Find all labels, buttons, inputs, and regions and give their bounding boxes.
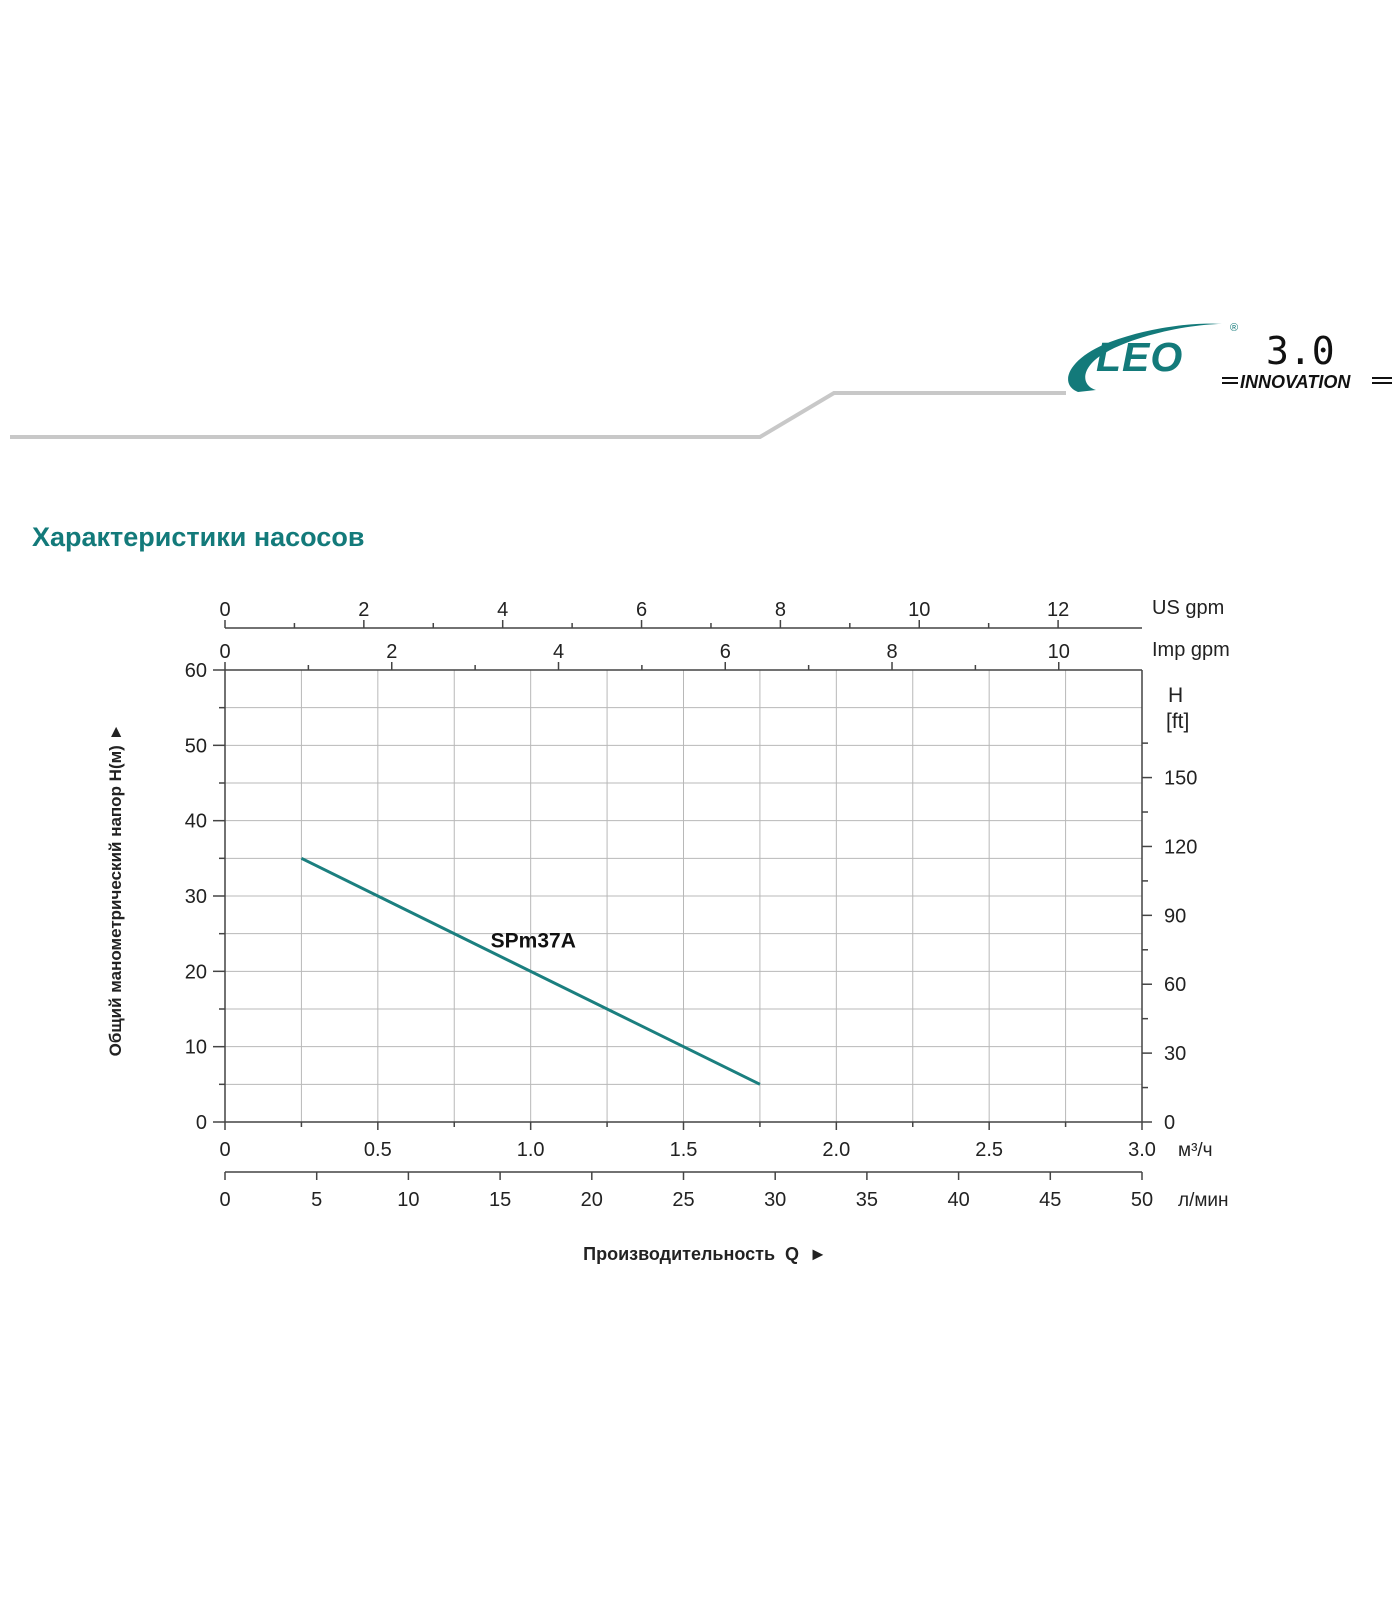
us-gpm-tick-label: 0	[219, 599, 230, 621]
imp-gpm-tick-label: 0	[219, 641, 230, 663]
ft-tick-label: 150	[1164, 768, 1197, 790]
imp-gpm-axis-title: Imp gpm	[1152, 639, 1230, 661]
ft-axis-title-h: H	[1168, 684, 1183, 707]
header-divider-line	[10, 391, 1066, 439]
grid-layer	[225, 670, 1142, 1122]
imp-gpm-tick-label: 10	[1048, 641, 1070, 663]
ft-tick-label: 60	[1164, 974, 1186, 996]
imp-gpm-tick-label: 4	[553, 641, 564, 663]
lpm-tick-label: 35	[856, 1189, 878, 1211]
lpm-tick-label: 20	[581, 1189, 603, 1211]
tagline-text: INNOVATION	[1240, 372, 1351, 392]
lpm-unit-label: л/мин	[1178, 1190, 1229, 1211]
y-tick-label: 20	[185, 961, 207, 983]
y-tick-label: 60	[185, 660, 207, 682]
lpm-tick-label: 25	[672, 1189, 694, 1211]
x-tick-label: 1.5	[670, 1139, 698, 1161]
x-tick-label: 1.0	[517, 1139, 545, 1161]
version-text: 3.0	[1266, 329, 1335, 373]
page-title: Характеристики насосов	[32, 522, 365, 552]
page-header: LEO ® 3.0 INNOVATION	[10, 322, 1392, 439]
y-tick-label: 30	[185, 886, 207, 908]
series-label: SPm37A	[491, 929, 576, 952]
ft-tick-label: 90	[1164, 905, 1186, 927]
lpm-tick-label: 0	[219, 1189, 230, 1211]
lpm-tick-label: 30	[764, 1189, 786, 1211]
lpm-tick-label: 5	[311, 1189, 322, 1211]
ft-tick-label: 0	[1164, 1112, 1175, 1134]
brand-logo: LEO ® 3.0 INNOVATION	[1068, 322, 1392, 392]
registered-mark: ®	[1230, 322, 1238, 334]
us-gpm-axis-title: US gpm	[1152, 597, 1224, 619]
lpm-tick-label: 10	[397, 1189, 419, 1211]
y-tick-label: 0	[196, 1112, 207, 1134]
y-axis-title: Общий манометрический напор Н(м) ►	[106, 724, 125, 1057]
y-tick-label: 40	[185, 811, 207, 833]
us-gpm-tick-label: 6	[636, 599, 647, 621]
lpm-tick-label: 45	[1039, 1189, 1061, 1211]
us-gpm-tick-label: 4	[497, 599, 508, 621]
ft-tick-label: 30	[1164, 1043, 1186, 1065]
y-tick-label: 50	[185, 735, 207, 757]
x-tick-label: 3.0	[1128, 1139, 1156, 1161]
series-layer	[300, 856, 761, 1086]
ft-tick-label: 120	[1164, 836, 1197, 858]
us-gpm-tick-label: 10	[908, 599, 930, 621]
y-tick-label: 10	[185, 1037, 207, 1059]
us-gpm-tick-label: 12	[1047, 599, 1069, 621]
lpm-tick-label: 40	[947, 1189, 969, 1211]
lpm-tick-label: 15	[489, 1189, 511, 1211]
imp-gpm-tick-label: 6	[720, 641, 731, 663]
logo-swoosh-icon	[1068, 323, 1222, 392]
imp-gpm-tick-label: 2	[386, 641, 397, 663]
x-tick-label: 0	[219, 1139, 230, 1161]
x-axis-title: Производительность Q ►	[583, 1244, 827, 1264]
imp-gpm-tick-label: 8	[886, 641, 897, 663]
ft-axis-title-unit: [ft]	[1166, 710, 1189, 733]
lpm-tick-label: 50	[1131, 1189, 1153, 1211]
curve-line	[300, 856, 761, 1086]
x-tick-label: 2.0	[822, 1139, 850, 1161]
x-unit-label: м³/ч	[1178, 1140, 1213, 1161]
us-gpm-tick-label: 2	[358, 599, 369, 621]
x-tick-label: 2.5	[975, 1139, 1003, 1161]
us-gpm-tick-label: 8	[775, 599, 786, 621]
axes-layer	[213, 620, 1152, 1180]
x-tick-label: 0.5	[364, 1139, 392, 1161]
logo-text: LEO	[1096, 334, 1183, 380]
